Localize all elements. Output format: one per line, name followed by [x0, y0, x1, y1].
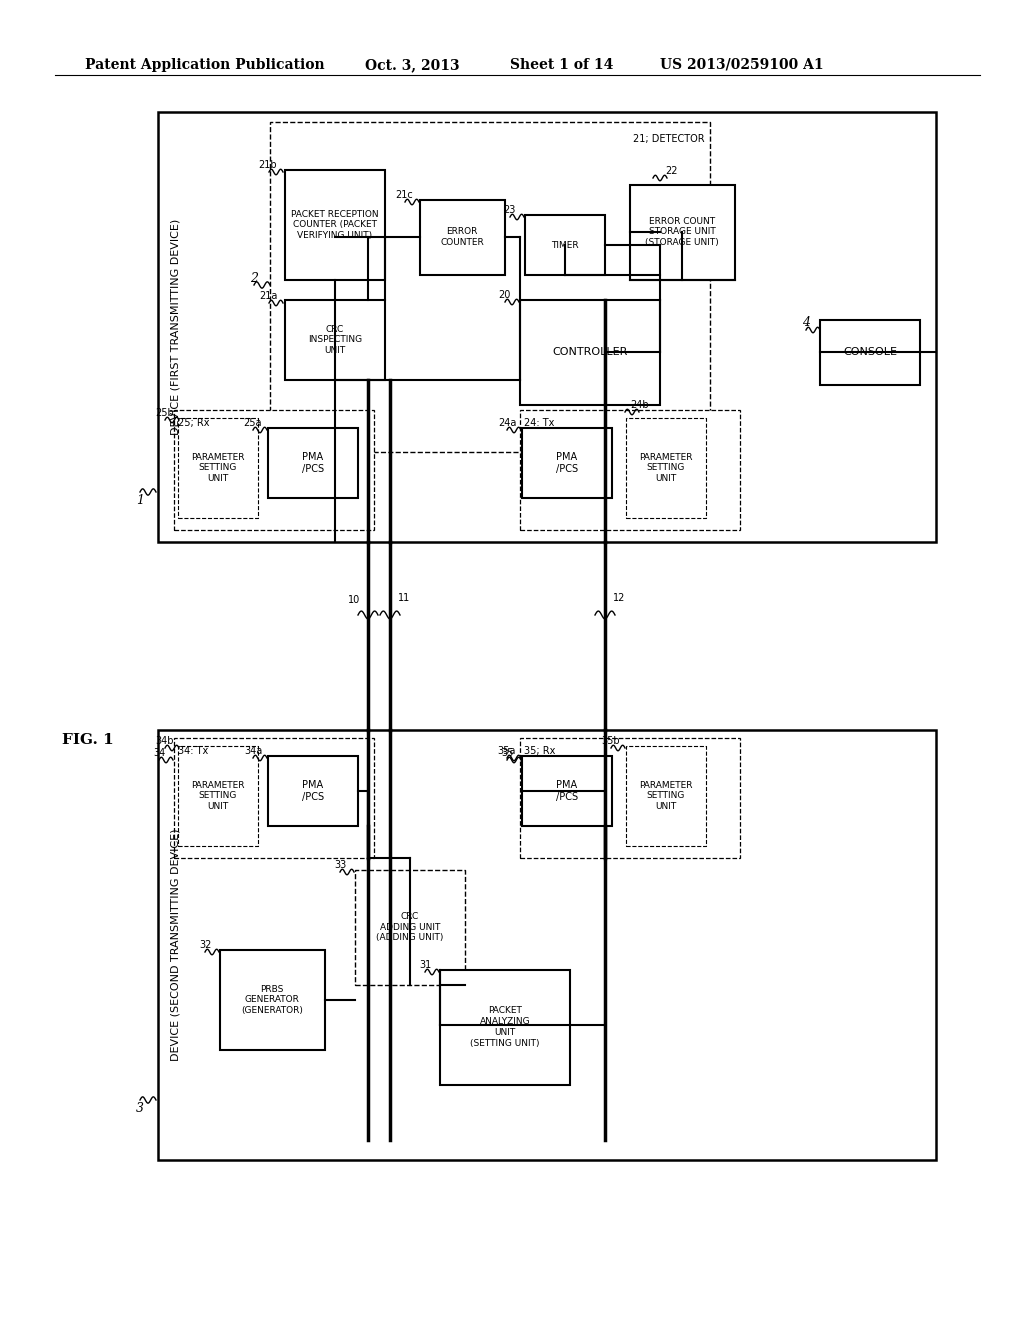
- Text: 21a: 21a: [259, 290, 278, 301]
- Text: Patent Application Publication: Patent Application Publication: [85, 58, 325, 73]
- Text: PMA
/PCS: PMA /PCS: [556, 451, 579, 474]
- Text: 24a: 24a: [498, 418, 516, 428]
- Bar: [158, 730, 936, 1160]
- Text: CRC
INSPECTING
UNIT: CRC INSPECTING UNIT: [308, 325, 362, 355]
- Text: 25a: 25a: [244, 418, 262, 428]
- Text: 25; Rx: 25; Rx: [178, 418, 210, 428]
- Text: ERROR
COUNTER: ERROR COUNTER: [440, 227, 484, 247]
- Bar: [520, 738, 740, 858]
- Bar: [268, 428, 358, 498]
- Bar: [420, 201, 505, 275]
- Bar: [522, 428, 612, 498]
- Text: DEVICE (FIRST TRANSMITTING DEVICE): DEVICE (FIRST TRANSMITTING DEVICE): [171, 219, 181, 436]
- Bar: [270, 121, 710, 451]
- Text: PARAMETER
SETTING
UNIT: PARAMETER SETTING UNIT: [639, 780, 693, 812]
- Text: CRC
ADDING UNIT
(ADDING UNIT): CRC ADDING UNIT (ADDING UNIT): [376, 912, 443, 942]
- Bar: [630, 185, 735, 280]
- Text: 32: 32: [199, 940, 211, 950]
- Text: PMA
/PCS: PMA /PCS: [302, 451, 324, 474]
- Text: 34: 34: [153, 748, 165, 758]
- Text: 35b: 35b: [602, 737, 621, 746]
- Text: 34b: 34b: [156, 737, 174, 746]
- Text: 2: 2: [250, 272, 258, 285]
- Bar: [174, 738, 374, 858]
- Text: PARAMETER
SETTING
UNIT: PARAMETER SETTING UNIT: [191, 780, 245, 812]
- Bar: [525, 215, 605, 275]
- Bar: [626, 746, 706, 846]
- Bar: [355, 870, 465, 985]
- Bar: [178, 746, 258, 846]
- Text: US 2013/0259100 A1: US 2013/0259100 A1: [660, 58, 823, 73]
- Text: 35; Rx: 35; Rx: [524, 746, 555, 756]
- Bar: [285, 300, 385, 380]
- Text: PACKET
ANALYZING
UNIT
(SETTING UNIT): PACKET ANALYZING UNIT (SETTING UNIT): [470, 1006, 540, 1048]
- Text: ERROR COUNT
STORAGE UNIT
(STORAGE UNIT): ERROR COUNT STORAGE UNIT (STORAGE UNIT): [645, 216, 719, 247]
- Text: 31: 31: [419, 960, 431, 970]
- Text: 12: 12: [613, 593, 626, 603]
- Bar: [158, 112, 936, 543]
- Text: PMA
/PCS: PMA /PCS: [302, 780, 324, 803]
- Text: CONSOLE: CONSOLE: [843, 347, 897, 356]
- Text: 24: Tx: 24: Tx: [524, 418, 554, 428]
- Text: 1: 1: [136, 494, 144, 507]
- Bar: [220, 950, 325, 1049]
- Text: 25b: 25b: [156, 408, 174, 418]
- Text: DEVICE (SECOND TRANSMITTING DEVICE): DEVICE (SECOND TRANSMITTING DEVICE): [171, 829, 181, 1061]
- Text: 21b: 21b: [259, 160, 278, 170]
- Text: PARAMETER
SETTING
UNIT: PARAMETER SETTING UNIT: [191, 453, 245, 483]
- Bar: [520, 411, 740, 531]
- Bar: [285, 170, 385, 280]
- Text: 11: 11: [398, 593, 411, 603]
- Text: 3: 3: [136, 1101, 144, 1114]
- Text: 21c: 21c: [395, 190, 413, 201]
- Text: 20: 20: [498, 290, 510, 300]
- Text: PACKET RECEPTION
COUNTER (PACKET
VERIFYING UNIT): PACKET RECEPTION COUNTER (PACKET VERIFYI…: [291, 210, 379, 240]
- Bar: [820, 319, 920, 385]
- Text: 35: 35: [501, 748, 513, 758]
- Text: 35a: 35a: [498, 746, 516, 756]
- Text: TIMER: TIMER: [551, 240, 579, 249]
- Text: 4: 4: [802, 317, 810, 330]
- Bar: [520, 300, 660, 405]
- Text: PARAMETER
SETTING
UNIT: PARAMETER SETTING UNIT: [639, 453, 693, 483]
- Text: 34: Tx: 34: Tx: [178, 746, 208, 756]
- Text: FIG. 1: FIG. 1: [62, 733, 114, 747]
- Bar: [626, 418, 706, 517]
- Bar: [174, 411, 374, 531]
- Text: Oct. 3, 2013: Oct. 3, 2013: [365, 58, 460, 73]
- Text: 34a: 34a: [244, 746, 262, 756]
- Text: 33: 33: [334, 861, 346, 870]
- Text: Sheet 1 of 14: Sheet 1 of 14: [510, 58, 613, 73]
- Text: 21; DETECTOR: 21; DETECTOR: [634, 135, 705, 144]
- Text: 23: 23: [503, 205, 515, 215]
- Bar: [268, 756, 358, 826]
- Text: PRBS
GENERATOR
(GENERATOR): PRBS GENERATOR (GENERATOR): [241, 985, 303, 1015]
- Text: 10: 10: [348, 595, 360, 605]
- Text: 22: 22: [666, 166, 678, 176]
- Text: 24b: 24b: [631, 400, 649, 411]
- Bar: [440, 970, 570, 1085]
- Text: CONTROLLER: CONTROLLER: [552, 347, 628, 356]
- Bar: [522, 756, 612, 826]
- Bar: [178, 418, 258, 517]
- Text: PMA
/PCS: PMA /PCS: [556, 780, 579, 803]
